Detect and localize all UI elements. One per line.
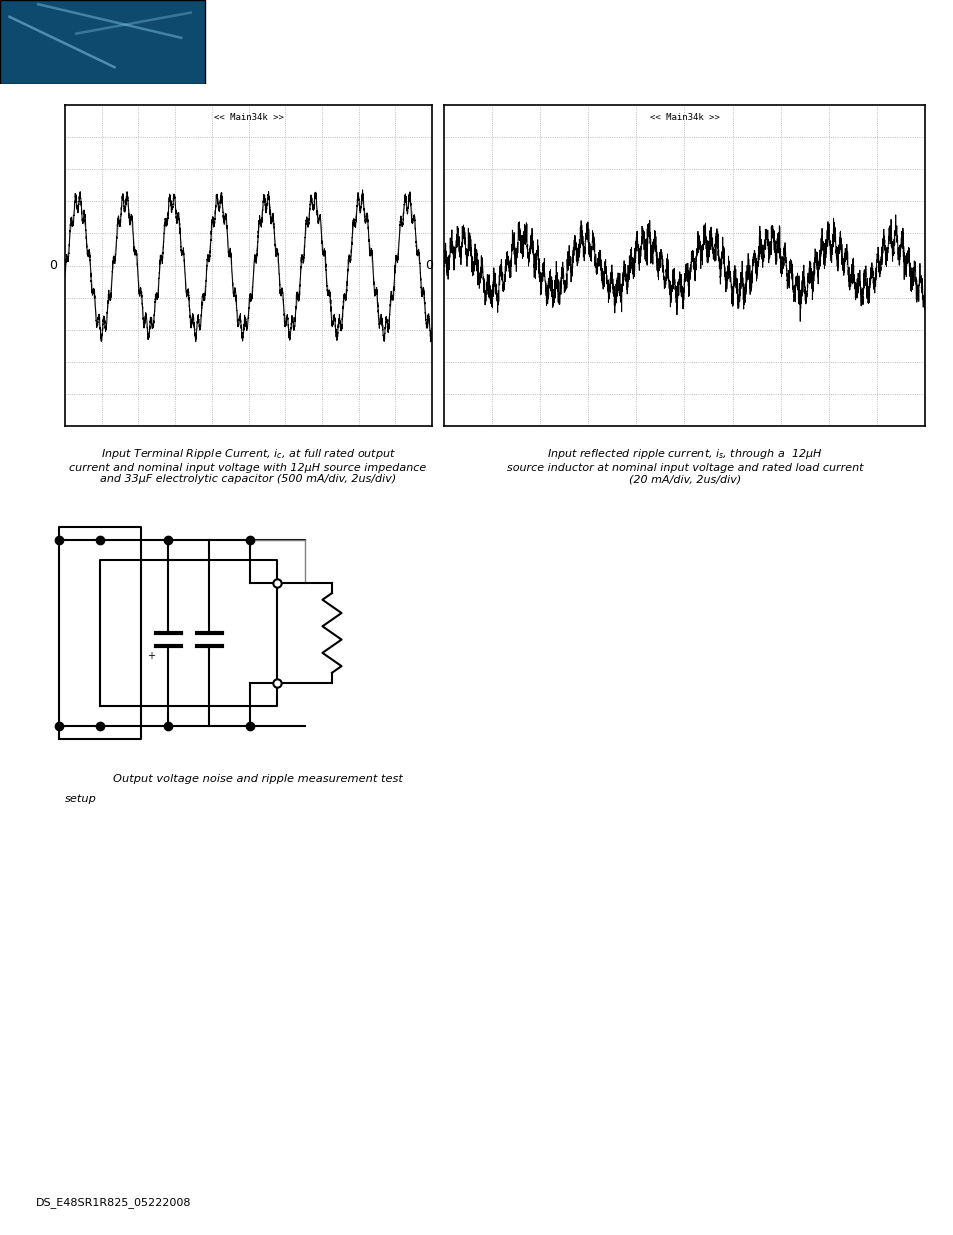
- Text: 0: 0: [425, 259, 433, 272]
- Text: Output voltage noise and ripple measurement test: Output voltage noise and ripple measurem…: [112, 774, 402, 784]
- Text: Input Terminal Ripple Current, $i_c$, at full rated output
current and nominal i: Input Terminal Ripple Current, $i_c$, at…: [70, 447, 426, 484]
- FancyBboxPatch shape: [0, 0, 205, 84]
- Text: 6: 6: [898, 1198, 912, 1218]
- Text: DS_E48SR1R825_05222008: DS_E48SR1R825_05222008: [36, 1197, 192, 1208]
- Text: << Main34k >>: << Main34k >>: [213, 114, 283, 122]
- Polygon shape: [781, 1176, 859, 1235]
- Text: +: +: [147, 651, 154, 661]
- Text: setup: setup: [65, 794, 96, 804]
- Text: Input reflected ripple current, $i_s$, through a  12μH
source inductor at nomina: Input reflected ripple current, $i_s$, t…: [506, 447, 862, 484]
- Text: << Main34k >>: << Main34k >>: [649, 114, 719, 122]
- Text: 0: 0: [49, 259, 57, 272]
